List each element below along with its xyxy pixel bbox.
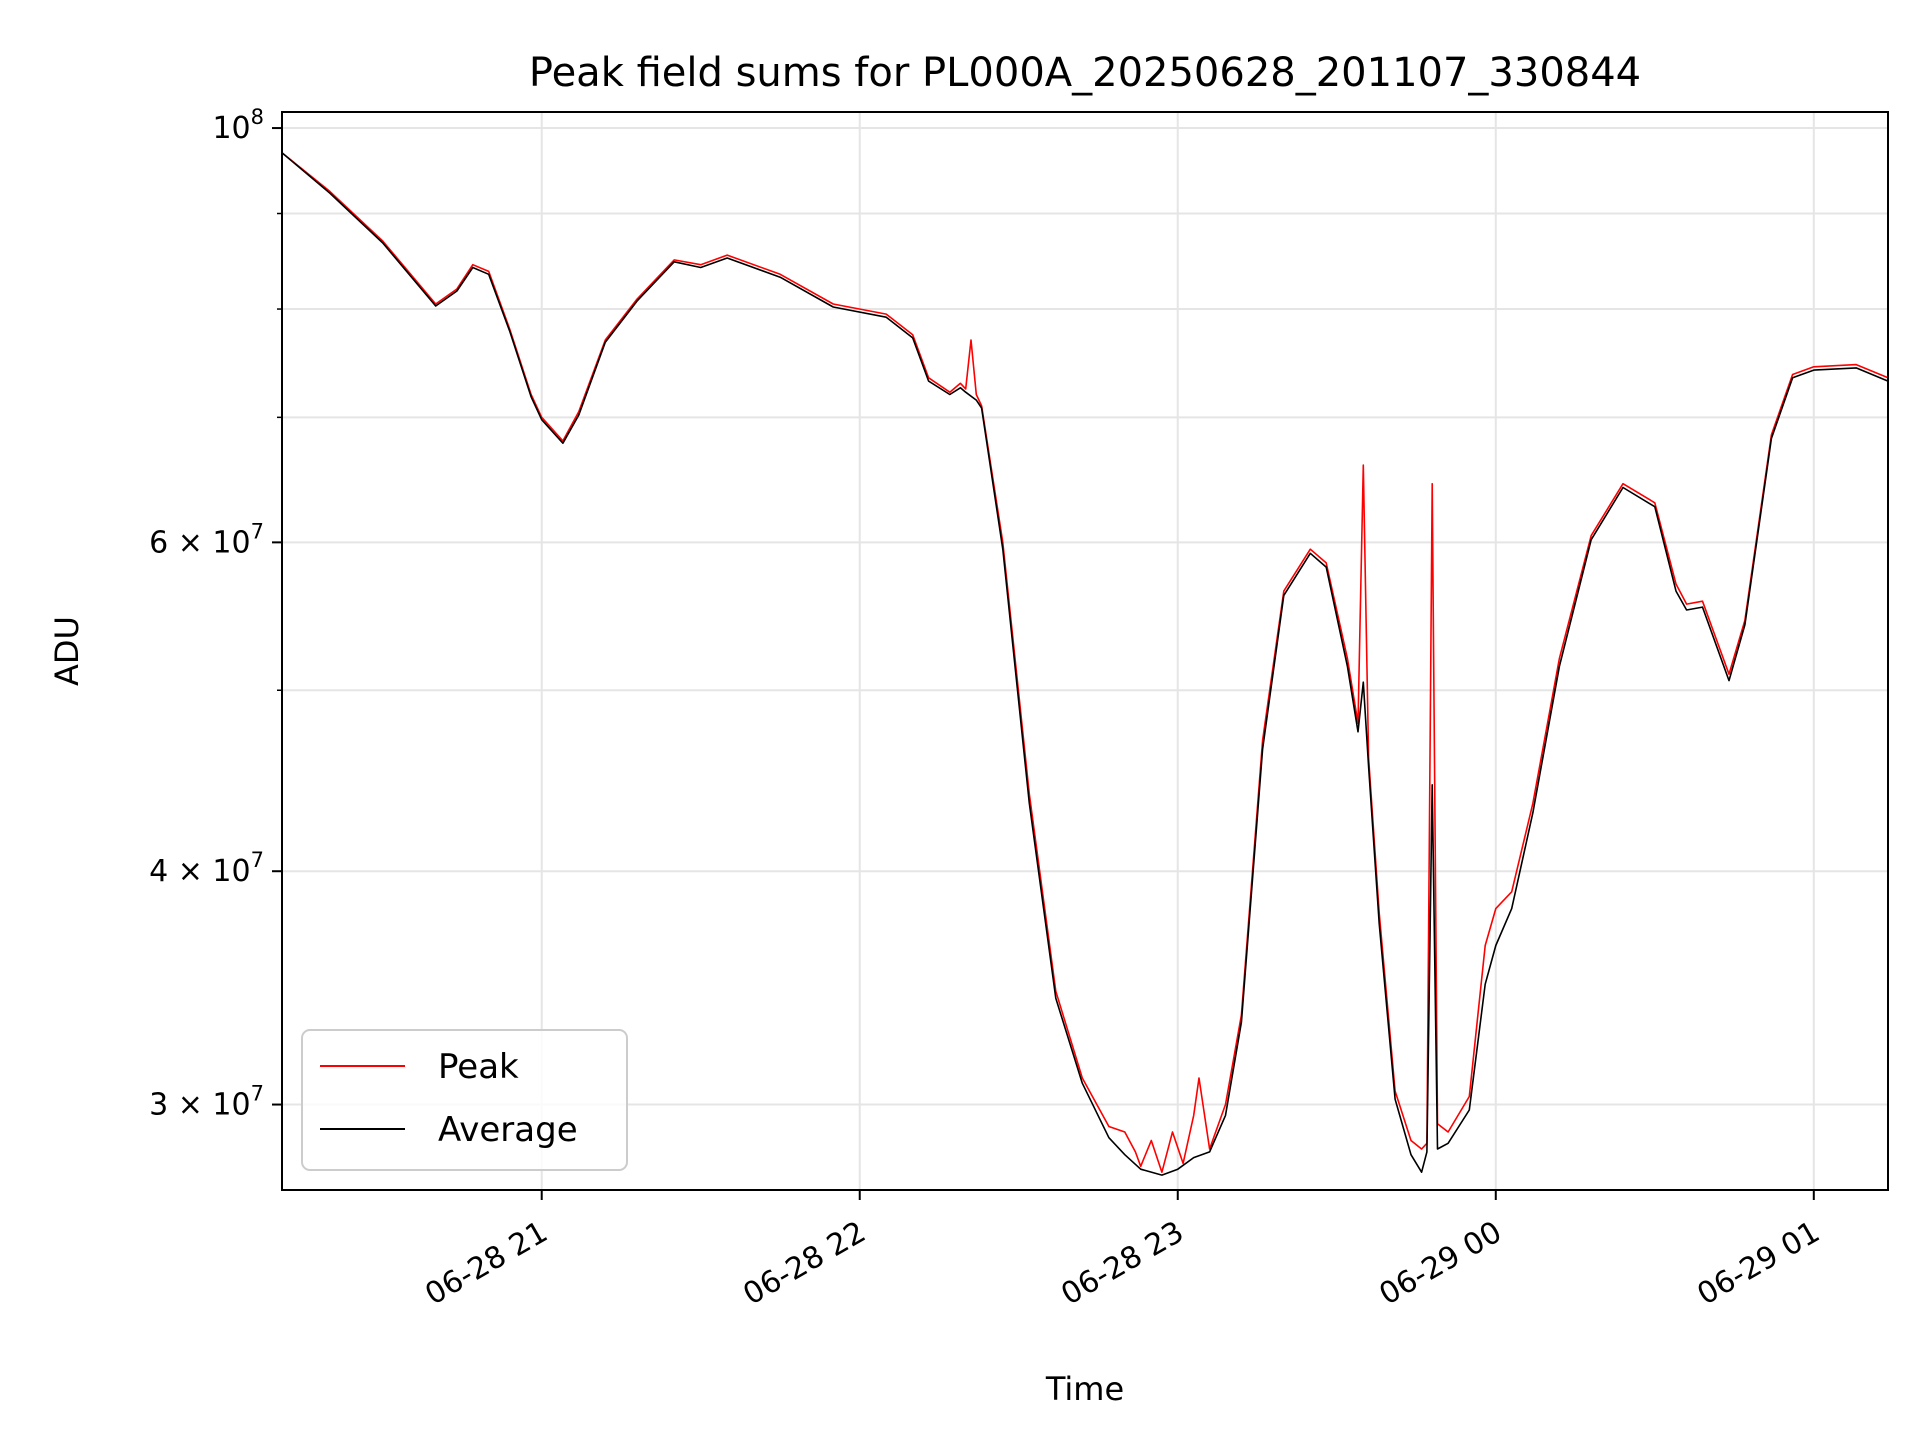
x-tick-label: 06-28 21 [419,1215,553,1313]
series-line-peak [281,152,1889,1173]
x-tick-label: 06-29 00 [1373,1215,1507,1313]
x-tick-label: 06-29 01 [1691,1215,1825,1313]
series-line-average [281,152,1889,1176]
chart-title: Peak field sums for PL000A_20250628_2011… [529,50,1641,96]
y-tick-label: 3 × 107 [149,1082,264,1123]
plot-area [282,112,1888,1190]
legend: Peak Average [301,1029,628,1171]
x-tick-label: 06-28 22 [737,1215,871,1313]
plot-frame [281,111,1889,1191]
x-tick-label: 06-28 23 [1055,1215,1189,1313]
y-tick-label: 6 × 107 [149,519,264,560]
legend-label-peak: Peak [438,1047,519,1087]
x-axis: 06-28 21 06-28 22 06-28 23 06-29 00 06-29 01 [419,1190,1826,1313]
legend-label-average: Average [438,1110,578,1150]
y-axis: 3 × 107 4 × 107 6 × 107 108 [149,105,282,1123]
y-tick-label: 108 [212,105,264,146]
y-axis-label: ADU [48,616,86,686]
series-layer [281,152,1889,1176]
y-tick-label: 4 × 107 [149,848,264,889]
x-axis-label: Time [1045,1370,1124,1408]
